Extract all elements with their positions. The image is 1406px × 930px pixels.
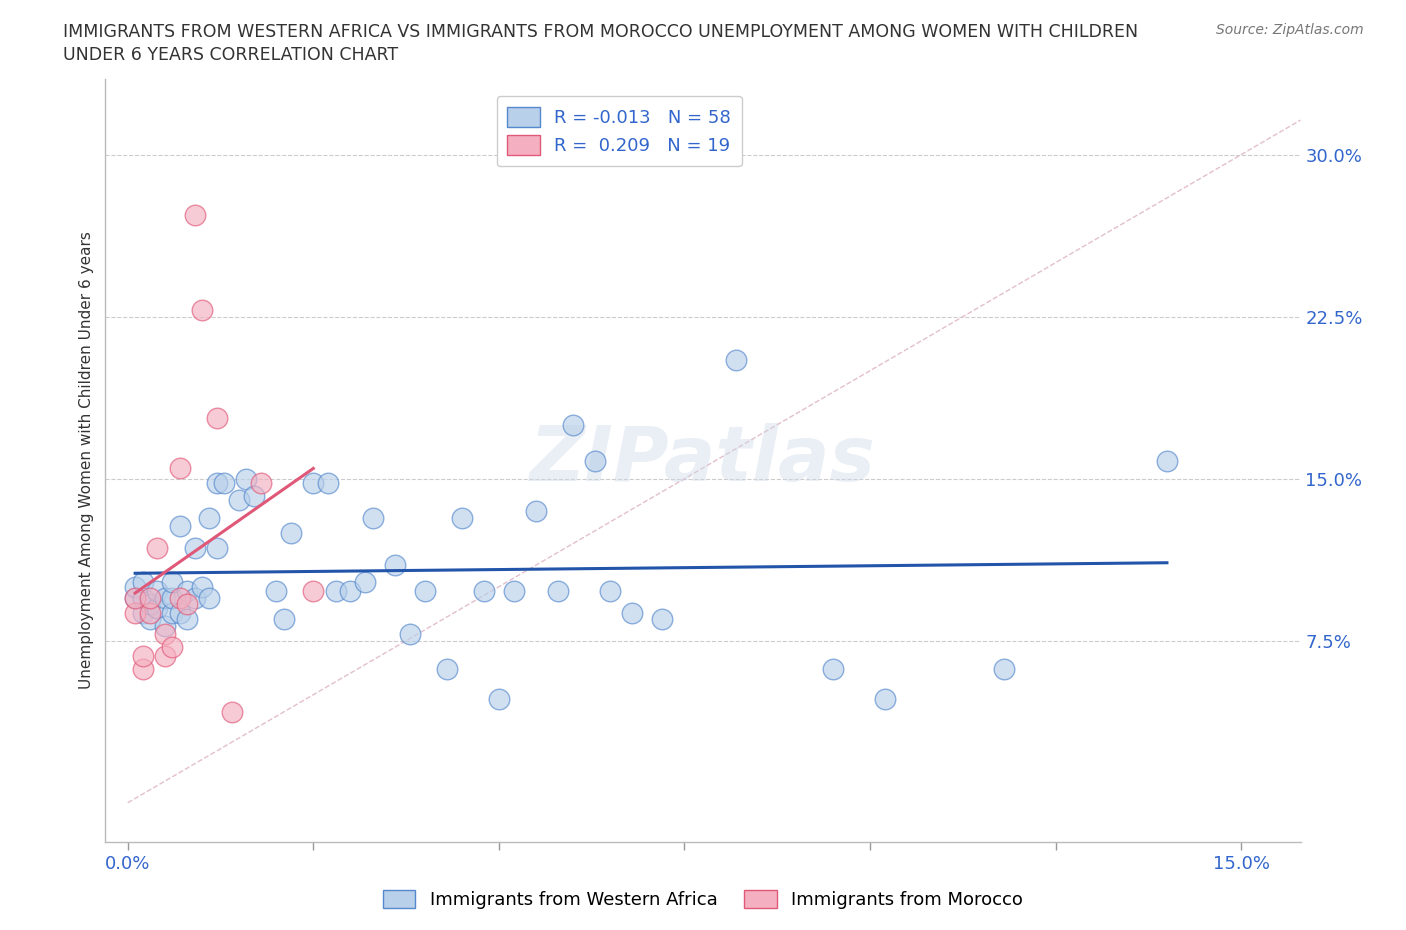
Legend: R = -0.013   N = 58, R =  0.209   N = 19: R = -0.013 N = 58, R = 0.209 N = 19	[496, 96, 742, 166]
Point	[162, 591, 184, 605]
Point	[176, 596, 198, 611]
Y-axis label: Unemployment Among Women with Children Under 6 years: Unemployment Among Women with Children U…	[79, 232, 94, 689]
Point	[153, 618, 176, 633]
Point	[139, 591, 162, 605]
Point	[169, 460, 191, 475]
Point	[169, 519, 191, 534]
Point	[205, 540, 228, 555]
Point	[131, 648, 153, 663]
Point	[139, 596, 162, 611]
Point	[599, 584, 621, 599]
Point	[488, 692, 510, 707]
Point	[339, 584, 361, 599]
Point	[153, 627, 176, 642]
Point	[583, 454, 606, 469]
Legend: Immigrants from Western Africa, Immigrants from Morocco: Immigrants from Western Africa, Immigran…	[375, 883, 1031, 916]
Point	[139, 605, 162, 620]
Point	[228, 493, 250, 508]
Point	[235, 472, 257, 486]
Point	[139, 612, 162, 627]
Text: IMMIGRANTS FROM WESTERN AFRICA VS IMMIGRANTS FROM MOROCCO UNEMPLOYMENT AMONG WOM: IMMIGRANTS FROM WESTERN AFRICA VS IMMIGR…	[63, 23, 1139, 41]
Point	[354, 575, 377, 590]
Point	[1156, 454, 1178, 469]
Point	[621, 605, 644, 620]
Point	[725, 352, 748, 367]
Point	[183, 540, 205, 555]
Point	[361, 511, 384, 525]
Text: UNDER 6 YEARS CORRELATION CHART: UNDER 6 YEARS CORRELATION CHART	[63, 46, 398, 64]
Point	[153, 591, 176, 605]
Point	[198, 511, 221, 525]
Point	[131, 591, 153, 605]
Point	[191, 579, 214, 594]
Point	[472, 584, 495, 599]
Point	[176, 584, 198, 599]
Point	[436, 661, 458, 676]
Point	[243, 488, 266, 503]
Point	[273, 612, 295, 627]
Point	[146, 584, 169, 599]
Point	[302, 584, 325, 599]
Point	[169, 591, 191, 605]
Point	[384, 558, 406, 573]
Text: Source: ZipAtlas.com: Source: ZipAtlas.com	[1216, 23, 1364, 37]
Point	[280, 525, 302, 540]
Point	[162, 605, 184, 620]
Point	[131, 575, 153, 590]
Point	[205, 475, 228, 490]
Point	[176, 612, 198, 627]
Point	[162, 575, 184, 590]
Point	[450, 511, 472, 525]
Point	[524, 504, 547, 519]
Point	[162, 640, 184, 655]
Point	[205, 411, 228, 426]
Point	[124, 579, 146, 594]
Point	[131, 605, 153, 620]
Point	[398, 627, 420, 642]
Point	[547, 584, 569, 599]
Point	[316, 475, 339, 490]
Point	[221, 705, 243, 720]
Point	[264, 584, 287, 599]
Point	[562, 418, 585, 432]
Point	[651, 612, 673, 627]
Point	[302, 475, 325, 490]
Point	[131, 661, 153, 676]
Point	[153, 648, 176, 663]
Point	[325, 584, 347, 599]
Point	[124, 591, 146, 605]
Point	[146, 601, 169, 616]
Point	[873, 692, 896, 707]
Point	[250, 475, 273, 490]
Point	[146, 540, 169, 555]
Point	[191, 303, 214, 318]
Point	[183, 591, 205, 605]
Point	[124, 605, 146, 620]
Point	[169, 605, 191, 620]
Point	[502, 584, 524, 599]
Point	[124, 591, 146, 605]
Point	[821, 661, 844, 676]
Point	[198, 591, 221, 605]
Point	[413, 584, 436, 599]
Point	[183, 207, 205, 222]
Point	[993, 661, 1015, 676]
Text: ZIPatlas: ZIPatlas	[530, 423, 876, 498]
Point	[212, 475, 235, 490]
